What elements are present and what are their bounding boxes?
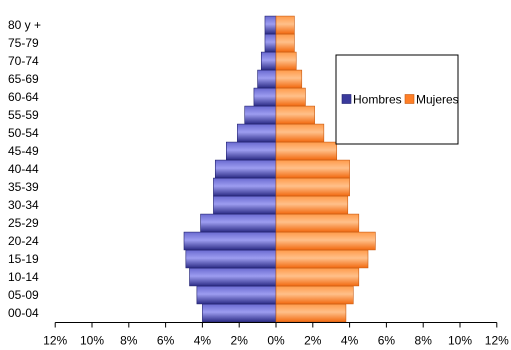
legend-box: [335, 54, 459, 145]
bar-hombres-80y+: [264, 15, 277, 35]
x-tick-label: 4%: [341, 334, 359, 348]
x-axis: 12% 10% 8% 6% 4% 2% 0% 2% 4% 6% 8% 10% 12%: [43, 322, 509, 348]
x-tick-label: 10%: [448, 334, 472, 348]
x-tick-label: 2%: [304, 334, 322, 348]
age-label: 65-69: [8, 72, 39, 86]
x-tick-label: 8%: [120, 334, 138, 348]
bar-mujeres-40-44: [275, 159, 350, 179]
age-label: 35-39: [8, 180, 39, 194]
age-label: 25-29: [8, 216, 39, 230]
x-tick-label: 12%: [485, 334, 509, 348]
age-label: 70-74: [8, 54, 39, 68]
x-tick-label: 12%: [43, 334, 67, 348]
bar-hombres-15-19: [185, 249, 277, 269]
bar-hombres-35-39: [213, 177, 277, 197]
bar-mujeres-45-49: [275, 141, 338, 161]
legend: Hombres Mujeres: [335, 54, 459, 145]
legend-swatch-mujeres: [404, 94, 415, 104]
bar-hombres-55-59: [244, 105, 277, 125]
bar-mujeres-10-14: [275, 267, 360, 287]
bar-mujeres-60-64: [275, 87, 306, 107]
x-tick-label: 8%: [415, 334, 433, 348]
bar-mujeres-00-04: [275, 303, 347, 323]
age-label: 20-24: [8, 234, 39, 248]
bar-hombres-75-79: [264, 33, 277, 53]
bar-mujeres-75-79: [275, 33, 295, 53]
bar-hombres-65-69: [257, 69, 277, 89]
bar-hombres-50-54: [237, 123, 277, 143]
bar-hombres-60-64: [253, 87, 277, 107]
bar-mujeres-30-34: [275, 195, 349, 215]
age-label: 10-14: [8, 270, 39, 284]
x-tick-label: 6%: [378, 334, 396, 348]
bars-group: [183, 15, 376, 323]
bar-hombres-45-49: [226, 141, 277, 161]
x-tick-label: 10%: [80, 334, 104, 348]
bar-mujeres-20-24: [275, 231, 376, 251]
bar-hombres-70-74: [260, 51, 277, 71]
bar-hombres-30-34: [213, 195, 277, 215]
age-label: 50-54: [8, 126, 39, 140]
age-label: 05-09: [8, 288, 39, 302]
age-group-labels: 00-04 05-09 10-14 15-19 20-24 25-29 30-34 35-39…: [8, 18, 41, 320]
bar-mujeres-25-29: [275, 213, 360, 233]
bar-mujeres-80y+: [275, 15, 295, 35]
legend-label-mujeres: Mujeres: [416, 93, 459, 107]
bar-mujeres-35-39: [275, 177, 350, 197]
age-label: 45-49: [8, 144, 39, 158]
x-tick-label: 0%: [267, 334, 285, 348]
legend-label-hombres: Hombres: [353, 93, 402, 107]
x-tick-label: 2%: [231, 334, 249, 348]
age-label: 60-64: [8, 90, 39, 104]
age-label: 15-19: [8, 252, 39, 266]
bar-mujeres-05-09: [275, 285, 354, 305]
bar-mujeres-50-54: [275, 123, 325, 143]
x-tick-label: 4%: [194, 334, 212, 348]
age-label: 75-79: [8, 36, 39, 50]
bar-hombres-40-44: [214, 159, 277, 179]
age-label: 40-44: [8, 162, 39, 176]
age-label: 00-04: [8, 306, 39, 320]
bar-hombres-20-24: [183, 231, 277, 251]
bar-hombres-10-14: [189, 267, 277, 287]
x-tick-label: 6%: [157, 334, 175, 348]
bar-mujeres-70-74: [275, 51, 297, 71]
legend-swatch-hombres: [341, 94, 352, 104]
bar-mujeres-55-59: [275, 105, 315, 125]
age-label: 30-34: [8, 198, 39, 212]
bar-hombres-25-29: [200, 213, 277, 233]
bar-mujeres-15-19: [275, 249, 369, 269]
age-label: 55-59: [8, 108, 39, 122]
age-label: 80 y +: [8, 18, 41, 32]
bar-mujeres-65-69: [275, 69, 303, 89]
bar-hombres-05-09: [196, 285, 277, 305]
bar-hombres-00-04: [202, 303, 277, 323]
